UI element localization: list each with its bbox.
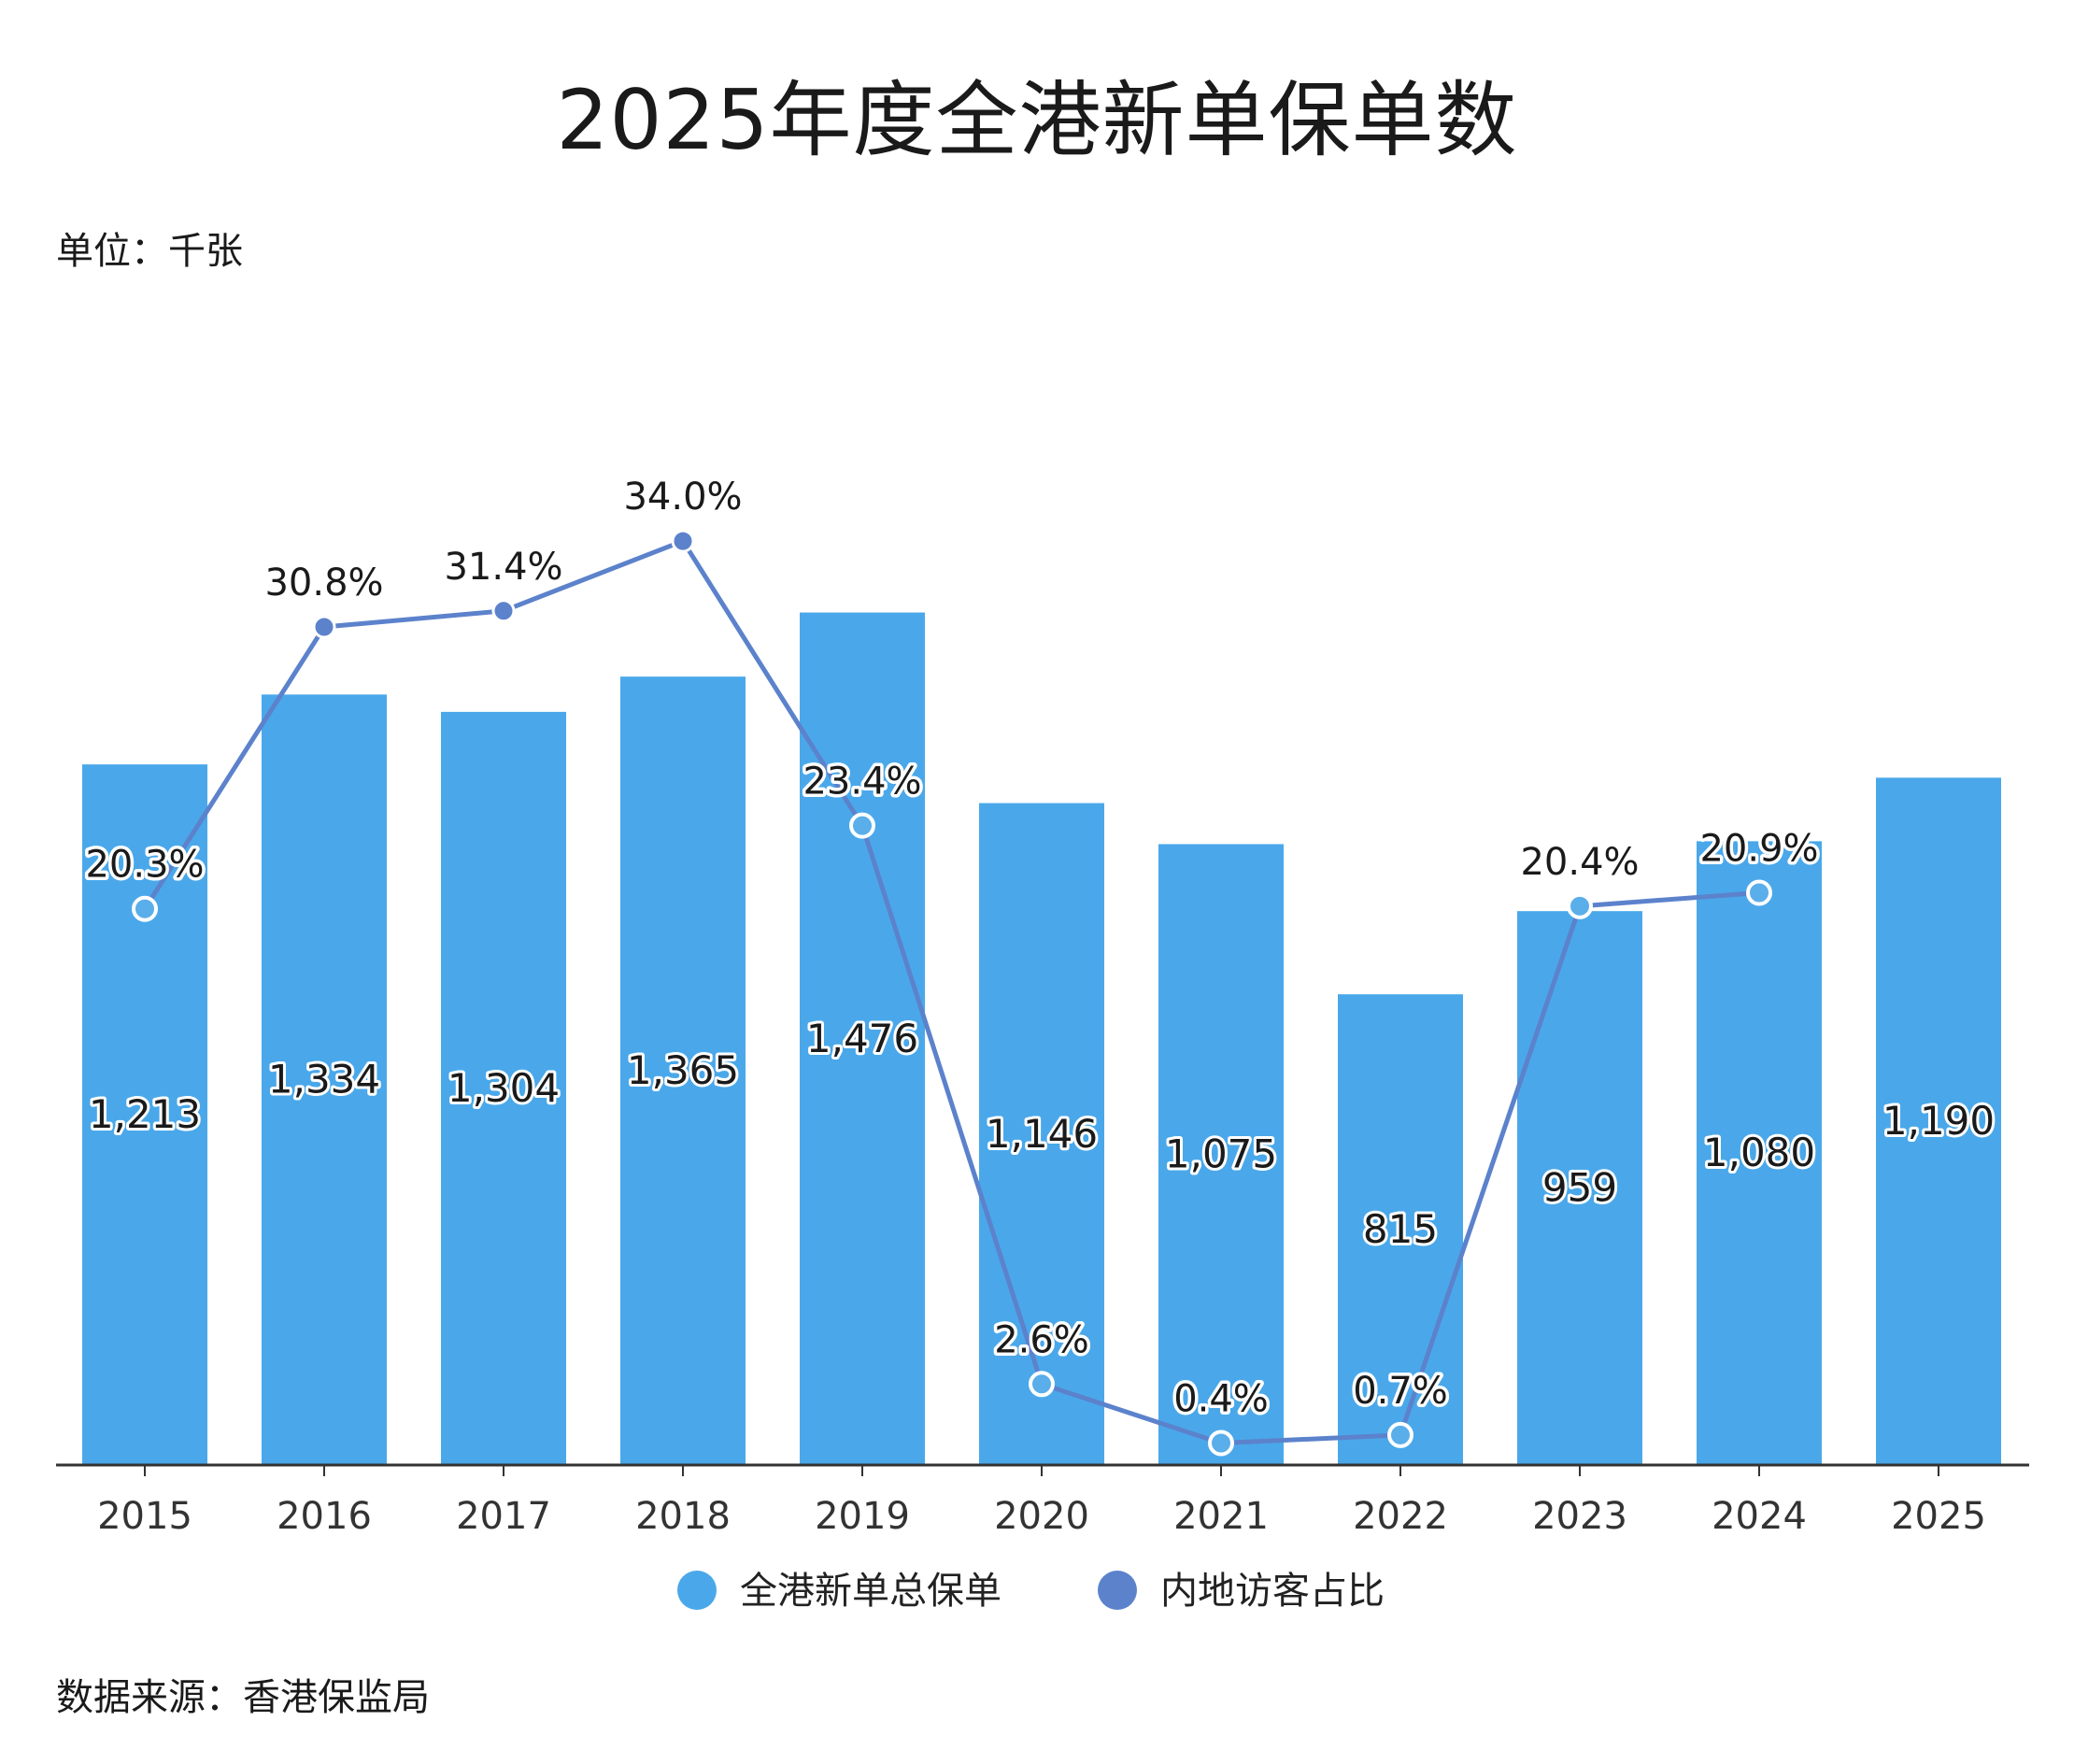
bar-value-label-2024: 1,080 — [1703, 1130, 1815, 1175]
bar-value-label-2016: 1,334 — [268, 1057, 380, 1102]
legend-swatch-bars — [677, 1571, 717, 1610]
x-tick-label-2020: 2020 — [994, 1495, 1089, 1538]
bar-2021 — [1158, 844, 1284, 1465]
share-label-2015: 20.3% — [85, 844, 204, 887]
x-tick-label-2022: 2022 — [1353, 1495, 1448, 1538]
bar-value-label-2022: 815 — [1363, 1206, 1438, 1252]
share-point-2021 — [1208, 1430, 1234, 1457]
x-tick-label-2025: 2025 — [1891, 1495, 1986, 1538]
share-label-2020: 2.6% — [994, 1318, 1089, 1361]
share-point-2024 — [1746, 879, 1772, 906]
share-label-2016: 30.8% — [264, 562, 383, 605]
share-label-2022: 0.7% — [1353, 1370, 1448, 1413]
share-point-2018 — [671, 529, 695, 553]
x-tick-label-2023: 2023 — [1532, 1495, 1627, 1538]
x-tick-label-2024: 2024 — [1712, 1495, 1807, 1538]
share-point-2023 — [1567, 892, 1593, 919]
bar-value-label-2015: 1,213 — [89, 1091, 201, 1137]
bar-2023 — [1517, 911, 1642, 1465]
share-label-2018: 34.0% — [623, 476, 742, 519]
bar-value-label-2017: 1,304 — [447, 1065, 560, 1111]
share-label-2024: 20.9% — [1699, 827, 1818, 870]
x-tick-label-2016: 2016 — [277, 1495, 372, 1538]
share-point-2019 — [849, 812, 875, 839]
share-label-2017: 31.4% — [444, 546, 562, 589]
bar-value-label-2018: 1,365 — [627, 1047, 739, 1093]
x-tick-label-2018: 2018 — [635, 1495, 731, 1538]
x-tick-label-2017: 2017 — [456, 1495, 551, 1538]
legend-swatch-line — [1098, 1571, 1137, 1610]
source-label: 数据来源：香港保监局 — [56, 1676, 430, 1719]
unit-label: 单位：千张 — [56, 230, 243, 273]
share-point-2022 — [1387, 1421, 1413, 1448]
legend-label-bars: 全港新单总保单 — [740, 1570, 1001, 1613]
share-line — [142, 538, 1760, 1446]
bar-2015 — [82, 764, 207, 1465]
bar-value-label-2025: 1,190 — [1882, 1098, 1995, 1144]
legend-label-line: 内地访客占比 — [1160, 1570, 1385, 1613]
bar-2019 — [800, 612, 925, 1465]
bar-2020 — [979, 803, 1104, 1465]
share-point-2020 — [1029, 1371, 1055, 1398]
bar-2017 — [441, 711, 566, 1465]
share-point-2016 — [312, 615, 336, 639]
x-tick-label-2015: 2015 — [97, 1495, 192, 1538]
bar-2018 — [620, 676, 746, 1465]
share-label-2019: 23.4% — [803, 761, 921, 804]
bar-2016 — [262, 694, 387, 1465]
share-label-2023: 20.4% — [1520, 841, 1639, 884]
share-label-2021: 0.4% — [1173, 1378, 1269, 1421]
share-point-2017 — [491, 599, 516, 623]
bar-value-label-2023: 959 — [1542, 1165, 1617, 1211]
bar-value-label-2019: 1,476 — [806, 1016, 918, 1061]
bar-value-label-2020: 1,146 — [986, 1111, 1098, 1157]
bar-2025 — [1876, 777, 2001, 1465]
chart-title: 2025年度全港新单保单数 — [556, 72, 1518, 168]
bar-2024 — [1697, 841, 1822, 1465]
x-tick-label-2021: 2021 — [1173, 1495, 1269, 1538]
share-point-2015 — [132, 895, 158, 922]
bar-value-label-2021: 1,075 — [1165, 1131, 1277, 1177]
x-tick-label-2019: 2019 — [815, 1495, 910, 1538]
bar-2022 — [1338, 994, 1463, 1465]
